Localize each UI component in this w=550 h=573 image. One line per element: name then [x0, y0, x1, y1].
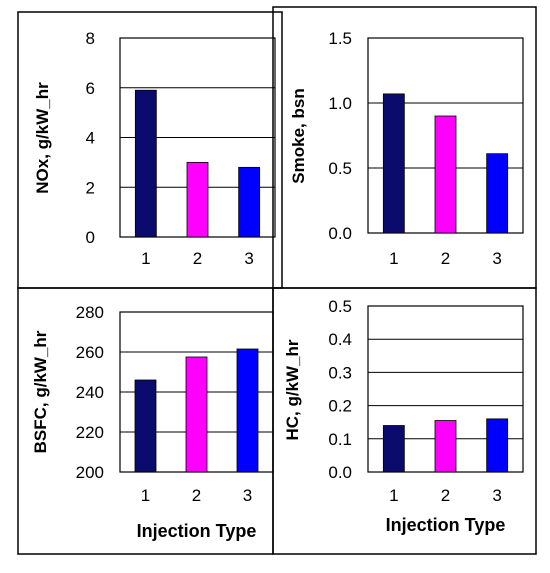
y-tick-label: 220 — [76, 423, 104, 442]
y-tick-label: 0.0 — [328, 463, 352, 482]
x-tick-label: 1 — [141, 249, 150, 268]
y-tick-label: 0.1 — [328, 430, 352, 449]
y-tick-label: 200 — [76, 463, 104, 482]
x-tick-label: 2 — [441, 249, 450, 268]
y-tick-label: 260 — [76, 343, 104, 362]
y-tick-label: 240 — [76, 383, 104, 402]
bar-1 — [382, 93, 405, 234]
x-tick-label: 1 — [389, 249, 398, 268]
y-tick-label: 0 — [86, 228, 95, 247]
chart-nox: 0 2 4 6 8 1 2 3 NOx, g/kW_hr — [33, 29, 276, 268]
chart-bsfc: 200 220 240 260 280 1 2 3 BSFC, g/kW_hr Injection… — [31, 303, 274, 541]
x-tick-label: 2 — [193, 249, 202, 268]
bar-3 — [486, 418, 509, 473]
y-tick-label: 1.5 — [328, 29, 352, 48]
bar-3 — [236, 348, 259, 473]
bar-1 — [382, 425, 405, 473]
y-tick-label: 6 — [86, 79, 95, 98]
y-tick-label: 0.5 — [328, 159, 352, 178]
chart-hc: 0.0 0.1 0.2 0.3 0.4 0.5 1 2 3 HC, g/kW_hr Injectio… — [283, 297, 524, 535]
bar-1 — [134, 89, 157, 238]
y-tick-label: 280 — [76, 303, 104, 322]
y-tick-label: 1.0 — [328, 94, 352, 113]
bar-2 — [434, 420, 457, 473]
x-tick-label: 3 — [243, 486, 252, 505]
bar-3 — [238, 166, 261, 238]
y-axis-title: Smoke, bsn — [289, 88, 308, 183]
bar-2 — [434, 115, 457, 234]
y-tick-label: 8 — [86, 29, 95, 48]
y-tick-label: 0.3 — [328, 363, 352, 382]
y-tick-label: 0.2 — [328, 397, 352, 416]
y-axis-title: HC, g/kW_hr — [283, 339, 302, 440]
y-tick-label: 4 — [86, 129, 95, 148]
x-axis-title: Injection Type — [386, 515, 506, 535]
y-tick-label: 2 — [86, 178, 95, 197]
x-tick-label: 1 — [141, 486, 150, 505]
x-tick-label: 3 — [492, 486, 501, 505]
x-tick-label: 2 — [192, 486, 201, 505]
x-tick-label: 1 — [389, 486, 398, 505]
y-tick-label: 0.5 — [328, 297, 352, 316]
charts-layer: 0 2 4 6 8 1 2 3 NOx, g/kW_hr 0.0 0.5 1.0 1.5 1 2 3 Smoke… — [31, 29, 524, 541]
x-tick-label: 3 — [244, 249, 253, 268]
y-axis-title: NOx, g/kW_hr — [33, 82, 52, 194]
bar-2 — [185, 356, 208, 473]
x-tick-label: 2 — [441, 486, 450, 505]
bar-3 — [486, 153, 509, 234]
chart-smoke: 0.0 0.5 1.0 1.5 1 2 3 Smoke, bsn — [289, 29, 524, 268]
y-axis-title: BSFC, g/kW_hr — [31, 330, 50, 453]
x-tick-label: 3 — [492, 249, 501, 268]
bar-1 — [134, 379, 157, 473]
bar-2 — [186, 161, 209, 238]
y-tick-label: 0.0 — [328, 224, 352, 243]
y-tick-label: 0.4 — [328, 330, 352, 349]
x-axis-title: Injection Type — [137, 521, 257, 541]
